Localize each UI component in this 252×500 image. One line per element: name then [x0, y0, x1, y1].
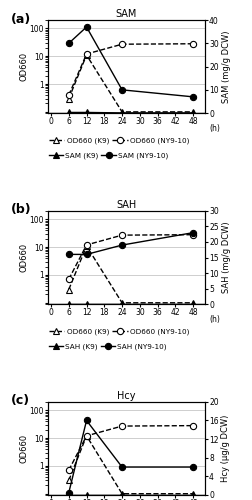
- Text: (c): (c): [10, 394, 29, 407]
- Text: (a): (a): [10, 12, 30, 26]
- Y-axis label: OD660: OD660: [19, 434, 28, 463]
- Text: (h): (h): [208, 124, 219, 133]
- Y-axis label: Hcy (μg/g DCW): Hcy (μg/g DCW): [220, 414, 230, 482]
- Legend: SAH (K9), SAH (NY9-10): SAH (K9), SAH (NY9-10): [48, 343, 166, 349]
- Y-axis label: SAM (mg/g DCW): SAM (mg/g DCW): [221, 30, 230, 103]
- Y-axis label: OD660: OD660: [19, 52, 28, 81]
- Title: SAM: SAM: [115, 9, 137, 19]
- Title: Hcy: Hcy: [117, 391, 135, 401]
- Y-axis label: SAH (mg/g DCW): SAH (mg/g DCW): [221, 222, 230, 294]
- Title: SAH: SAH: [116, 200, 136, 210]
- Text: (h): (h): [208, 315, 219, 324]
- Legend: SAM (K9), SAM (NY9-10): SAM (K9), SAM (NY9-10): [48, 152, 168, 158]
- Y-axis label: OD660: OD660: [19, 243, 28, 272]
- Text: (b): (b): [10, 204, 31, 216]
